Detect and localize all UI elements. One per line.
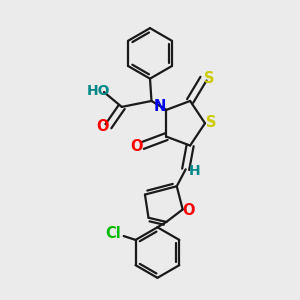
Text: O: O [182,202,195,217]
Text: HO: HO [87,84,110,98]
Text: N: N [154,99,166,114]
Text: O: O [96,119,109,134]
Text: S: S [204,70,214,86]
Text: Cl: Cl [105,226,121,241]
Text: O: O [130,139,143,154]
Text: S: S [206,115,217,130]
Text: H: H [189,164,200,178]
